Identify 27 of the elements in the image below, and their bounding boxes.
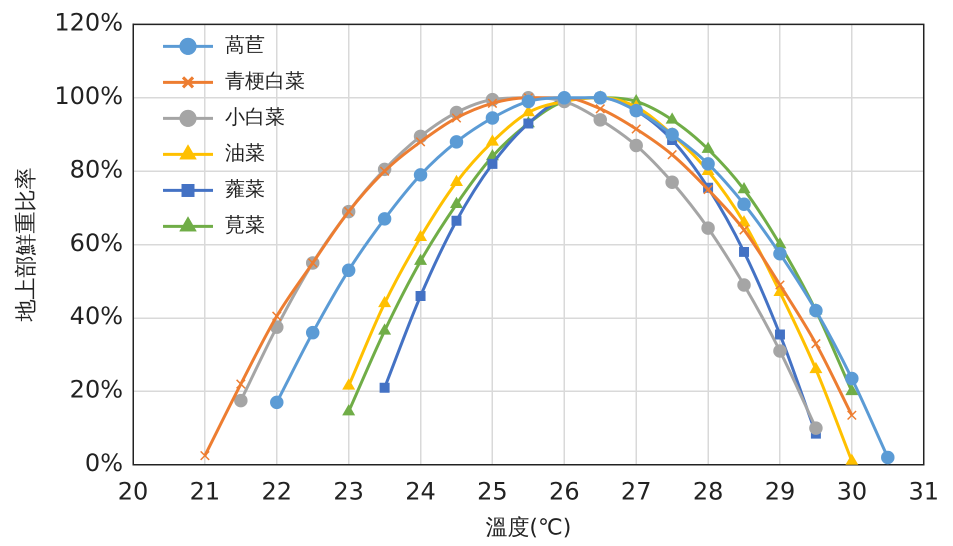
legend-label: 萵苣 (225, 32, 266, 57)
x-tick-label: 21 (190, 477, 220, 506)
x-tick-label: 24 (405, 477, 436, 506)
y-tick-label: 40% (70, 302, 124, 330)
y-tick-label: 20% (70, 376, 124, 404)
legend-label: 油菜 (225, 140, 266, 165)
x-axis-title: 溫度(℃) (485, 516, 572, 541)
x-tick-label: 29 (764, 477, 796, 506)
x-tick-label: 27 (620, 477, 652, 506)
y-tick-label: 0% (84, 449, 124, 478)
y-tick-label: 80% (70, 155, 124, 184)
legend-label: 青梗白菜 (225, 68, 306, 93)
y-axis-title: 地上部鮮重比率 (14, 168, 39, 323)
x-tick-label: 23 (333, 477, 364, 506)
legend-label: 莧菜 (225, 212, 266, 237)
x-tick-label: 26 (549, 477, 580, 506)
x-tick-label: 28 (692, 477, 724, 506)
x-tick-label: 22 (262, 477, 292, 506)
x-tick-label: 31 (908, 477, 940, 506)
legend-label: 蕹菜 (225, 176, 266, 201)
legend-label: 小白菜 (225, 104, 286, 129)
x-tick-label: 30 (836, 477, 868, 506)
y-tick-label: 60% (70, 228, 124, 257)
y-tick-label: 100% (54, 82, 124, 110)
x-tick-label: 25 (477, 477, 508, 506)
y-tick-label: 120% (54, 8, 124, 37)
x-tick-label: 20 (118, 477, 148, 506)
